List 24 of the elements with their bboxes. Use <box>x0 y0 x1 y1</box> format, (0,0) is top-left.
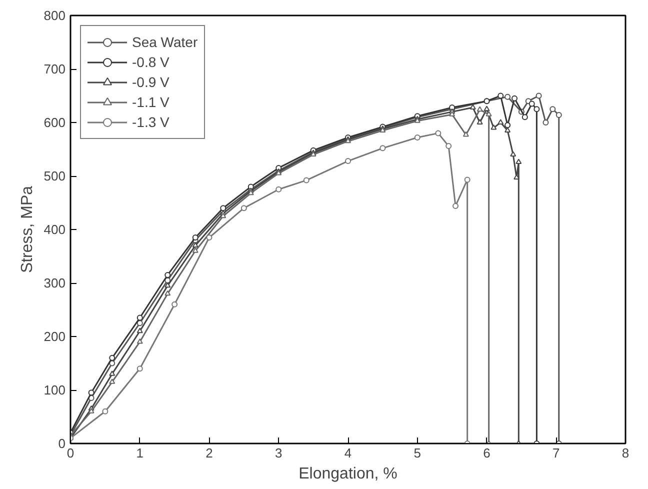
y-tick-label: 600 <box>44 115 66 130</box>
legend-label: -0.8 V <box>132 54 170 70</box>
legend-label: -0.9 V <box>132 74 170 90</box>
legend-label: Sea Water <box>132 34 198 50</box>
y-tick-label: 500 <box>44 168 66 184</box>
y-tick-label: 100 <box>44 382 66 398</box>
x-tick-label: 7 <box>552 446 560 460</box>
y-tick-label: 400 <box>44 222 66 237</box>
y-tick-label: 300 <box>44 276 66 290</box>
x-tick-label: 8 <box>622 446 630 460</box>
x-tick-label: 6 <box>483 446 490 460</box>
x-tick-label: 2 <box>206 446 213 460</box>
y-tick-label: 700 <box>44 62 66 76</box>
x-tick-label: 3 <box>275 446 282 460</box>
legend-label: -1.1 V <box>132 94 170 110</box>
y-axis-title: Stress, MPa <box>18 186 36 274</box>
x-tick-label: 5 <box>414 446 421 460</box>
y-tick-label: 0 <box>58 436 66 451</box>
x-tick-label: 1 <box>136 446 144 460</box>
y-tick-label: 200 <box>44 329 66 344</box>
x-axis-title: Elongation, % <box>298 466 398 482</box>
legend-label: -1.3 V <box>132 114 170 130</box>
x-tick-label: 4 <box>344 446 352 460</box>
y-tick-label: 800 <box>44 8 66 23</box>
